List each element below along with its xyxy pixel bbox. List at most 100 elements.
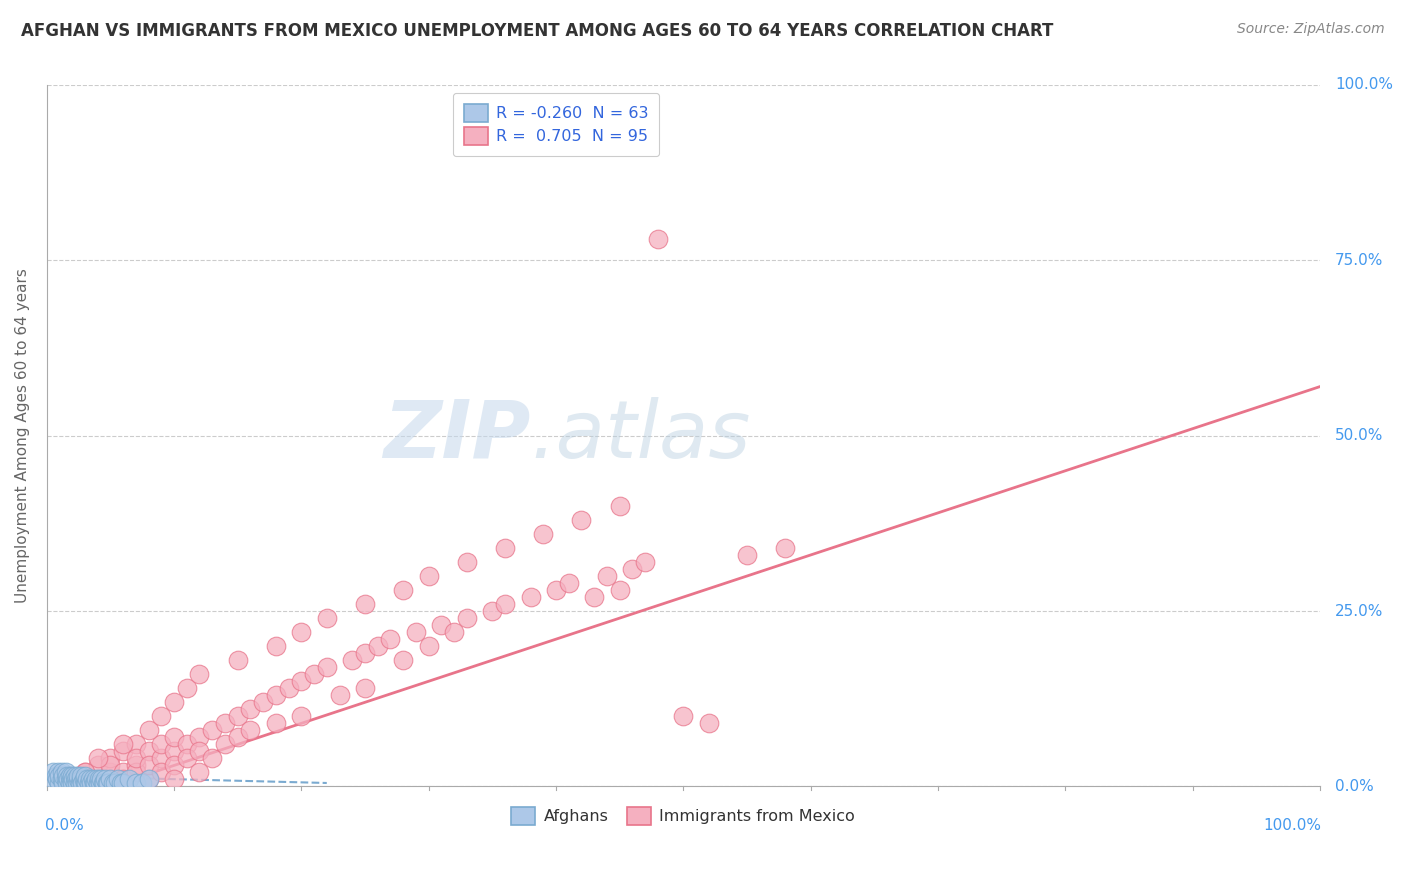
Point xyxy=(163,758,186,772)
Point xyxy=(131,776,153,790)
Point xyxy=(672,709,695,723)
Point xyxy=(72,772,94,787)
Point xyxy=(138,744,160,758)
Point xyxy=(112,738,135,752)
Point xyxy=(67,769,90,783)
Text: 0.0%: 0.0% xyxy=(45,818,84,833)
Point xyxy=(290,674,312,689)
Point xyxy=(42,765,65,780)
Point xyxy=(163,695,186,709)
Point xyxy=(56,776,79,790)
Point xyxy=(48,769,70,783)
Point xyxy=(98,751,121,765)
Point xyxy=(773,541,796,555)
Point xyxy=(112,772,135,787)
Point xyxy=(59,772,82,787)
Point xyxy=(51,772,73,787)
Point xyxy=(163,744,186,758)
Point xyxy=(214,738,236,752)
Point xyxy=(342,653,364,667)
Point xyxy=(73,776,96,790)
Point xyxy=(571,513,593,527)
Point xyxy=(328,688,350,702)
Point xyxy=(76,772,98,787)
Point xyxy=(188,765,211,780)
Point xyxy=(45,769,67,783)
Point xyxy=(104,776,127,790)
Point xyxy=(98,772,121,787)
Point xyxy=(150,709,173,723)
Point xyxy=(176,738,198,752)
Point xyxy=(214,716,236,731)
Point xyxy=(66,776,89,790)
Point xyxy=(264,716,287,731)
Point xyxy=(354,681,377,696)
Point xyxy=(60,776,83,790)
Point xyxy=(45,772,67,787)
Point xyxy=(201,751,224,765)
Point xyxy=(302,667,325,681)
Point xyxy=(84,776,107,790)
Point xyxy=(80,776,103,790)
Point xyxy=(77,776,100,790)
Point xyxy=(481,604,503,618)
Point xyxy=(51,765,73,780)
Point xyxy=(163,731,186,745)
Point xyxy=(150,765,173,780)
Point xyxy=(58,776,80,790)
Text: Source: ZipAtlas.com: Source: ZipAtlas.com xyxy=(1237,22,1385,37)
Point xyxy=(735,548,758,562)
Point xyxy=(101,776,124,790)
Point xyxy=(86,758,108,772)
Point xyxy=(264,639,287,653)
Point xyxy=(138,758,160,772)
Point xyxy=(125,751,148,765)
Point xyxy=(63,769,86,783)
Point xyxy=(63,776,86,790)
Text: ZIP: ZIP xyxy=(382,397,530,475)
Point xyxy=(79,772,101,787)
Point xyxy=(65,772,87,787)
Point xyxy=(609,499,631,513)
Point xyxy=(188,731,211,745)
Point xyxy=(86,776,108,790)
Point xyxy=(125,738,148,752)
Point xyxy=(118,772,141,787)
Point xyxy=(75,776,97,790)
Text: .atlas: .atlas xyxy=(530,397,751,475)
Text: 0.0%: 0.0% xyxy=(1336,779,1374,794)
Point xyxy=(392,653,415,667)
Point xyxy=(73,769,96,783)
Text: 75.0%: 75.0% xyxy=(1336,252,1384,268)
Point xyxy=(176,751,198,765)
Point xyxy=(290,625,312,640)
Point xyxy=(112,776,135,790)
Text: 100.0%: 100.0% xyxy=(1263,818,1322,833)
Point xyxy=(86,772,108,787)
Point xyxy=(430,618,453,632)
Point xyxy=(621,562,644,576)
Point xyxy=(125,765,148,780)
Point xyxy=(239,702,262,716)
Point xyxy=(96,776,118,790)
Point xyxy=(367,639,389,653)
Point xyxy=(86,772,108,787)
Point xyxy=(456,555,478,569)
Text: 25.0%: 25.0% xyxy=(1336,604,1384,619)
Point xyxy=(56,769,79,783)
Point xyxy=(252,695,274,709)
Point xyxy=(201,723,224,738)
Point xyxy=(70,769,93,783)
Point xyxy=(91,776,114,790)
Point xyxy=(138,772,160,787)
Point xyxy=(48,776,70,790)
Point xyxy=(647,232,669,246)
Point xyxy=(531,527,554,541)
Point xyxy=(290,709,312,723)
Point xyxy=(697,716,720,731)
Point xyxy=(87,772,110,787)
Point xyxy=(557,576,579,591)
Point xyxy=(494,597,516,611)
Point xyxy=(42,772,65,787)
Point xyxy=(315,660,337,674)
